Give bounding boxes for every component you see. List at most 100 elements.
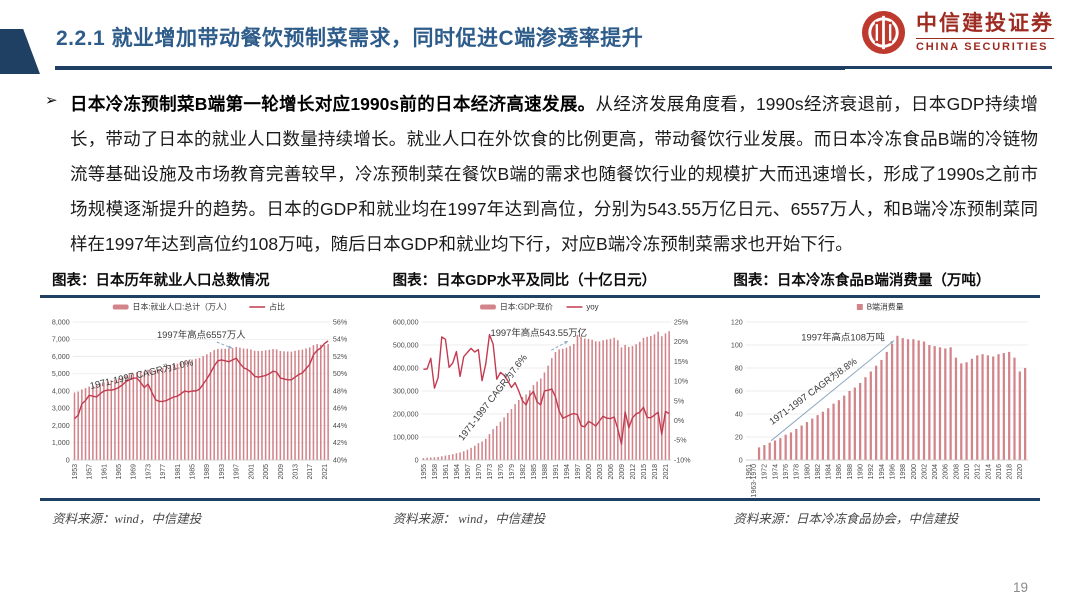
svg-text:1953: 1953 (72, 464, 79, 480)
svg-text:1965: 1965 (116, 464, 123, 480)
svg-text:0%: 0% (674, 417, 685, 425)
chart-title-b-side: 图表：日本冷冻食品B端消费量（万吨） (733, 273, 991, 289)
svg-text:2018: 2018 (652, 464, 659, 480)
paragraph-lead-bold: 日本冷冻预制菜B端第一轮增长对应1990s前的日本经济高速发展。 (70, 94, 596, 114)
svg-text:48%: 48% (333, 387, 348, 395)
source-note-employment: 资料来源：wind，中信建投 (52, 511, 202, 526)
chart-title-employment: 图表：日本历年就业人口总数情况 (52, 273, 270, 289)
svg-text:日本:GDP:现价: 日本:GDP:现价 (500, 301, 553, 311)
svg-text:-5%: -5% (674, 437, 687, 445)
header: 2.2.1 就业增加带动餐饮预制菜需求，同时促进C端渗透率提升 中信建投证券 C… (0, 0, 1080, 76)
svg-text:1991: 1991 (553, 464, 560, 480)
svg-text:1970: 1970 (475, 464, 482, 480)
page-title: 2.2.1 就业增加带动餐饮预制菜需求，同时促进C端渗透率提升 (56, 27, 644, 50)
svg-text:1961: 1961 (443, 464, 450, 480)
svg-text:3,000: 3,000 (52, 405, 70, 413)
svg-text:2005: 2005 (263, 464, 270, 480)
svg-text:44%: 44% (333, 422, 348, 430)
svg-text:2021: 2021 (663, 464, 670, 480)
svg-text:2012: 2012 (630, 464, 637, 480)
gdp-chart-canvas: 0 100,000 200,000 300,000 400,000 500,000 600,… (393, 301, 691, 480)
svg-text:1969: 1969 (131, 464, 138, 480)
svg-text:占比: 占比 (269, 301, 285, 311)
company-logo: 中信建投证券 CHINA SECURITIES (860, 9, 1054, 56)
svg-text:2014: 2014 (986, 464, 993, 480)
svg-text:20: 20 (735, 433, 743, 441)
svg-text:50%: 50% (333, 370, 348, 378)
logo-name-cn: 中信建投证券 (916, 11, 1054, 35)
svg-text:1994: 1994 (564, 464, 571, 480)
svg-text:2006: 2006 (943, 464, 950, 480)
svg-text:2000: 2000 (911, 464, 918, 480)
svg-text:2009: 2009 (619, 464, 626, 480)
svg-text:1988: 1988 (847, 464, 854, 480)
svg-text:1973: 1973 (145, 464, 152, 480)
svg-text:1986: 1986 (837, 464, 844, 480)
svg-text:5%: 5% (674, 397, 685, 405)
svg-text:2000: 2000 (586, 464, 593, 480)
body-paragraph: ➢ 日本冷冻预制菜B端第一轮增长对应1990s前的日本经济高速发展。从经济发展角… (0, 76, 1080, 262)
chart-canvases-row: 0 1,000 2,000 3,000 4,000 5,000 6,000 7,000 8,00… (40, 298, 1040, 498)
svg-text:1957: 1957 (87, 464, 94, 480)
svg-text:4,000: 4,000 (52, 387, 70, 395)
svg-text:42%: 42% (333, 439, 348, 447)
charts-section: 图表：日本历年就业人口总数情况 图表：日本GDP水平及同比（十亿日元） 图表：日… (0, 264, 1080, 527)
svg-text:0: 0 (66, 456, 70, 464)
svg-text:2012: 2012 (975, 464, 982, 480)
svg-text:1997年高点543.55万亿: 1997年高点543.55万亿 (490, 327, 587, 339)
svg-text:1982: 1982 (815, 464, 822, 480)
chart-sources-divider (40, 498, 1040, 501)
logo-text: 中信建投证券 CHINA SECURITIES (916, 12, 1054, 53)
svg-text:1971-1997 CAGR为1.0%: 1971-1997 CAGR为1.0% (89, 356, 195, 392)
svg-text:600,000: 600,000 (393, 318, 419, 326)
svg-text:60: 60 (735, 387, 743, 395)
svg-text:25%: 25% (674, 318, 689, 326)
chart-figure-employment: 0 1,000 2,000 3,000 4,000 5,000 6,000 7,000 8,00… (40, 298, 359, 498)
svg-text:1997: 1997 (234, 464, 241, 480)
svg-text:1961: 1961 (746, 464, 753, 480)
svg-text:2020: 2020 (1018, 464, 1025, 480)
svg-text:80: 80 (735, 364, 743, 372)
svg-text:1988: 1988 (541, 464, 548, 480)
employment-chart-canvas: 0 1,000 2,000 3,000 4,000 5,000 6,000 7,000 8,00… (52, 301, 348, 480)
svg-text:1992: 1992 (869, 464, 876, 480)
svg-text:1985: 1985 (190, 464, 197, 480)
svg-text:1955: 1955 (421, 464, 428, 480)
svg-text:2009: 2009 (278, 464, 285, 480)
header-divider (55, 66, 845, 70)
svg-text:1,000: 1,000 (52, 439, 70, 447)
svg-text:1958: 1958 (432, 464, 439, 480)
paragraph-body: 从经济发展角度看，1990s经济衰退前，日本GDP持续增长，带动了日本的就业人口… (70, 94, 1038, 254)
svg-text:120: 120 (731, 318, 743, 326)
svg-text:1980: 1980 (805, 464, 812, 480)
svg-text:2013: 2013 (292, 464, 299, 480)
svg-text:40%: 40% (333, 456, 348, 464)
svg-text:2018: 2018 (1007, 464, 1014, 480)
svg-text:100,000: 100,000 (393, 433, 419, 441)
svg-text:1979: 1979 (509, 464, 516, 480)
paragraph-text: 日本冷冻预制菜B端第一轮增长对应1990s前的日本经济高速发展。从经济发展角度看… (70, 87, 1038, 262)
svg-text:-10%: -10% (674, 456, 691, 464)
svg-text:200,000: 200,000 (393, 410, 419, 418)
svg-text:1994: 1994 (879, 464, 886, 480)
svg-text:40: 40 (735, 410, 743, 418)
svg-text:8,000: 8,000 (52, 318, 70, 326)
svg-text:10%: 10% (674, 377, 689, 385)
bullet-arrow-icon: ➢ (45, 92, 58, 109)
svg-text:46%: 46% (333, 405, 348, 413)
svg-text:2,000: 2,000 (52, 422, 70, 430)
svg-text:2021: 2021 (322, 464, 329, 480)
svg-text:15%: 15% (674, 358, 689, 366)
svg-text:B端消费量: B端消费量 (867, 301, 904, 311)
svg-text:1976: 1976 (783, 464, 790, 480)
svg-text:0: 0 (739, 456, 743, 464)
svg-text:1990: 1990 (858, 464, 865, 480)
svg-text:2017: 2017 (307, 464, 314, 480)
svg-text:5,000: 5,000 (52, 370, 70, 378)
svg-text:7,000: 7,000 (52, 336, 70, 344)
svg-text:6,000: 6,000 (52, 353, 70, 361)
svg-text:1997年高点6557万人: 1997年高点6557万人 (157, 329, 246, 341)
svg-text:2010: 2010 (964, 464, 971, 480)
